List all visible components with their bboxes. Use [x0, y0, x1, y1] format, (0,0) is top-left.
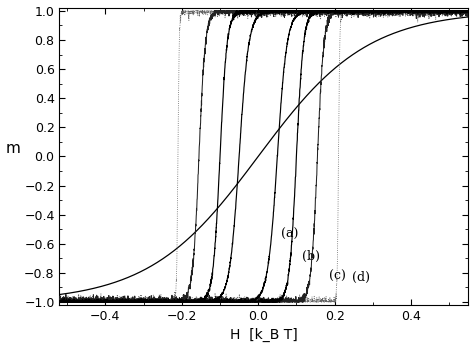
Text: (d): (d): [352, 271, 370, 284]
Text: (a): (a): [281, 228, 299, 241]
Text: (b): (b): [302, 250, 320, 263]
X-axis label: H  [k_B T]: H [k_B T]: [230, 328, 298, 342]
Text: (c): (c): [329, 270, 346, 283]
Y-axis label: m: m: [6, 141, 20, 156]
